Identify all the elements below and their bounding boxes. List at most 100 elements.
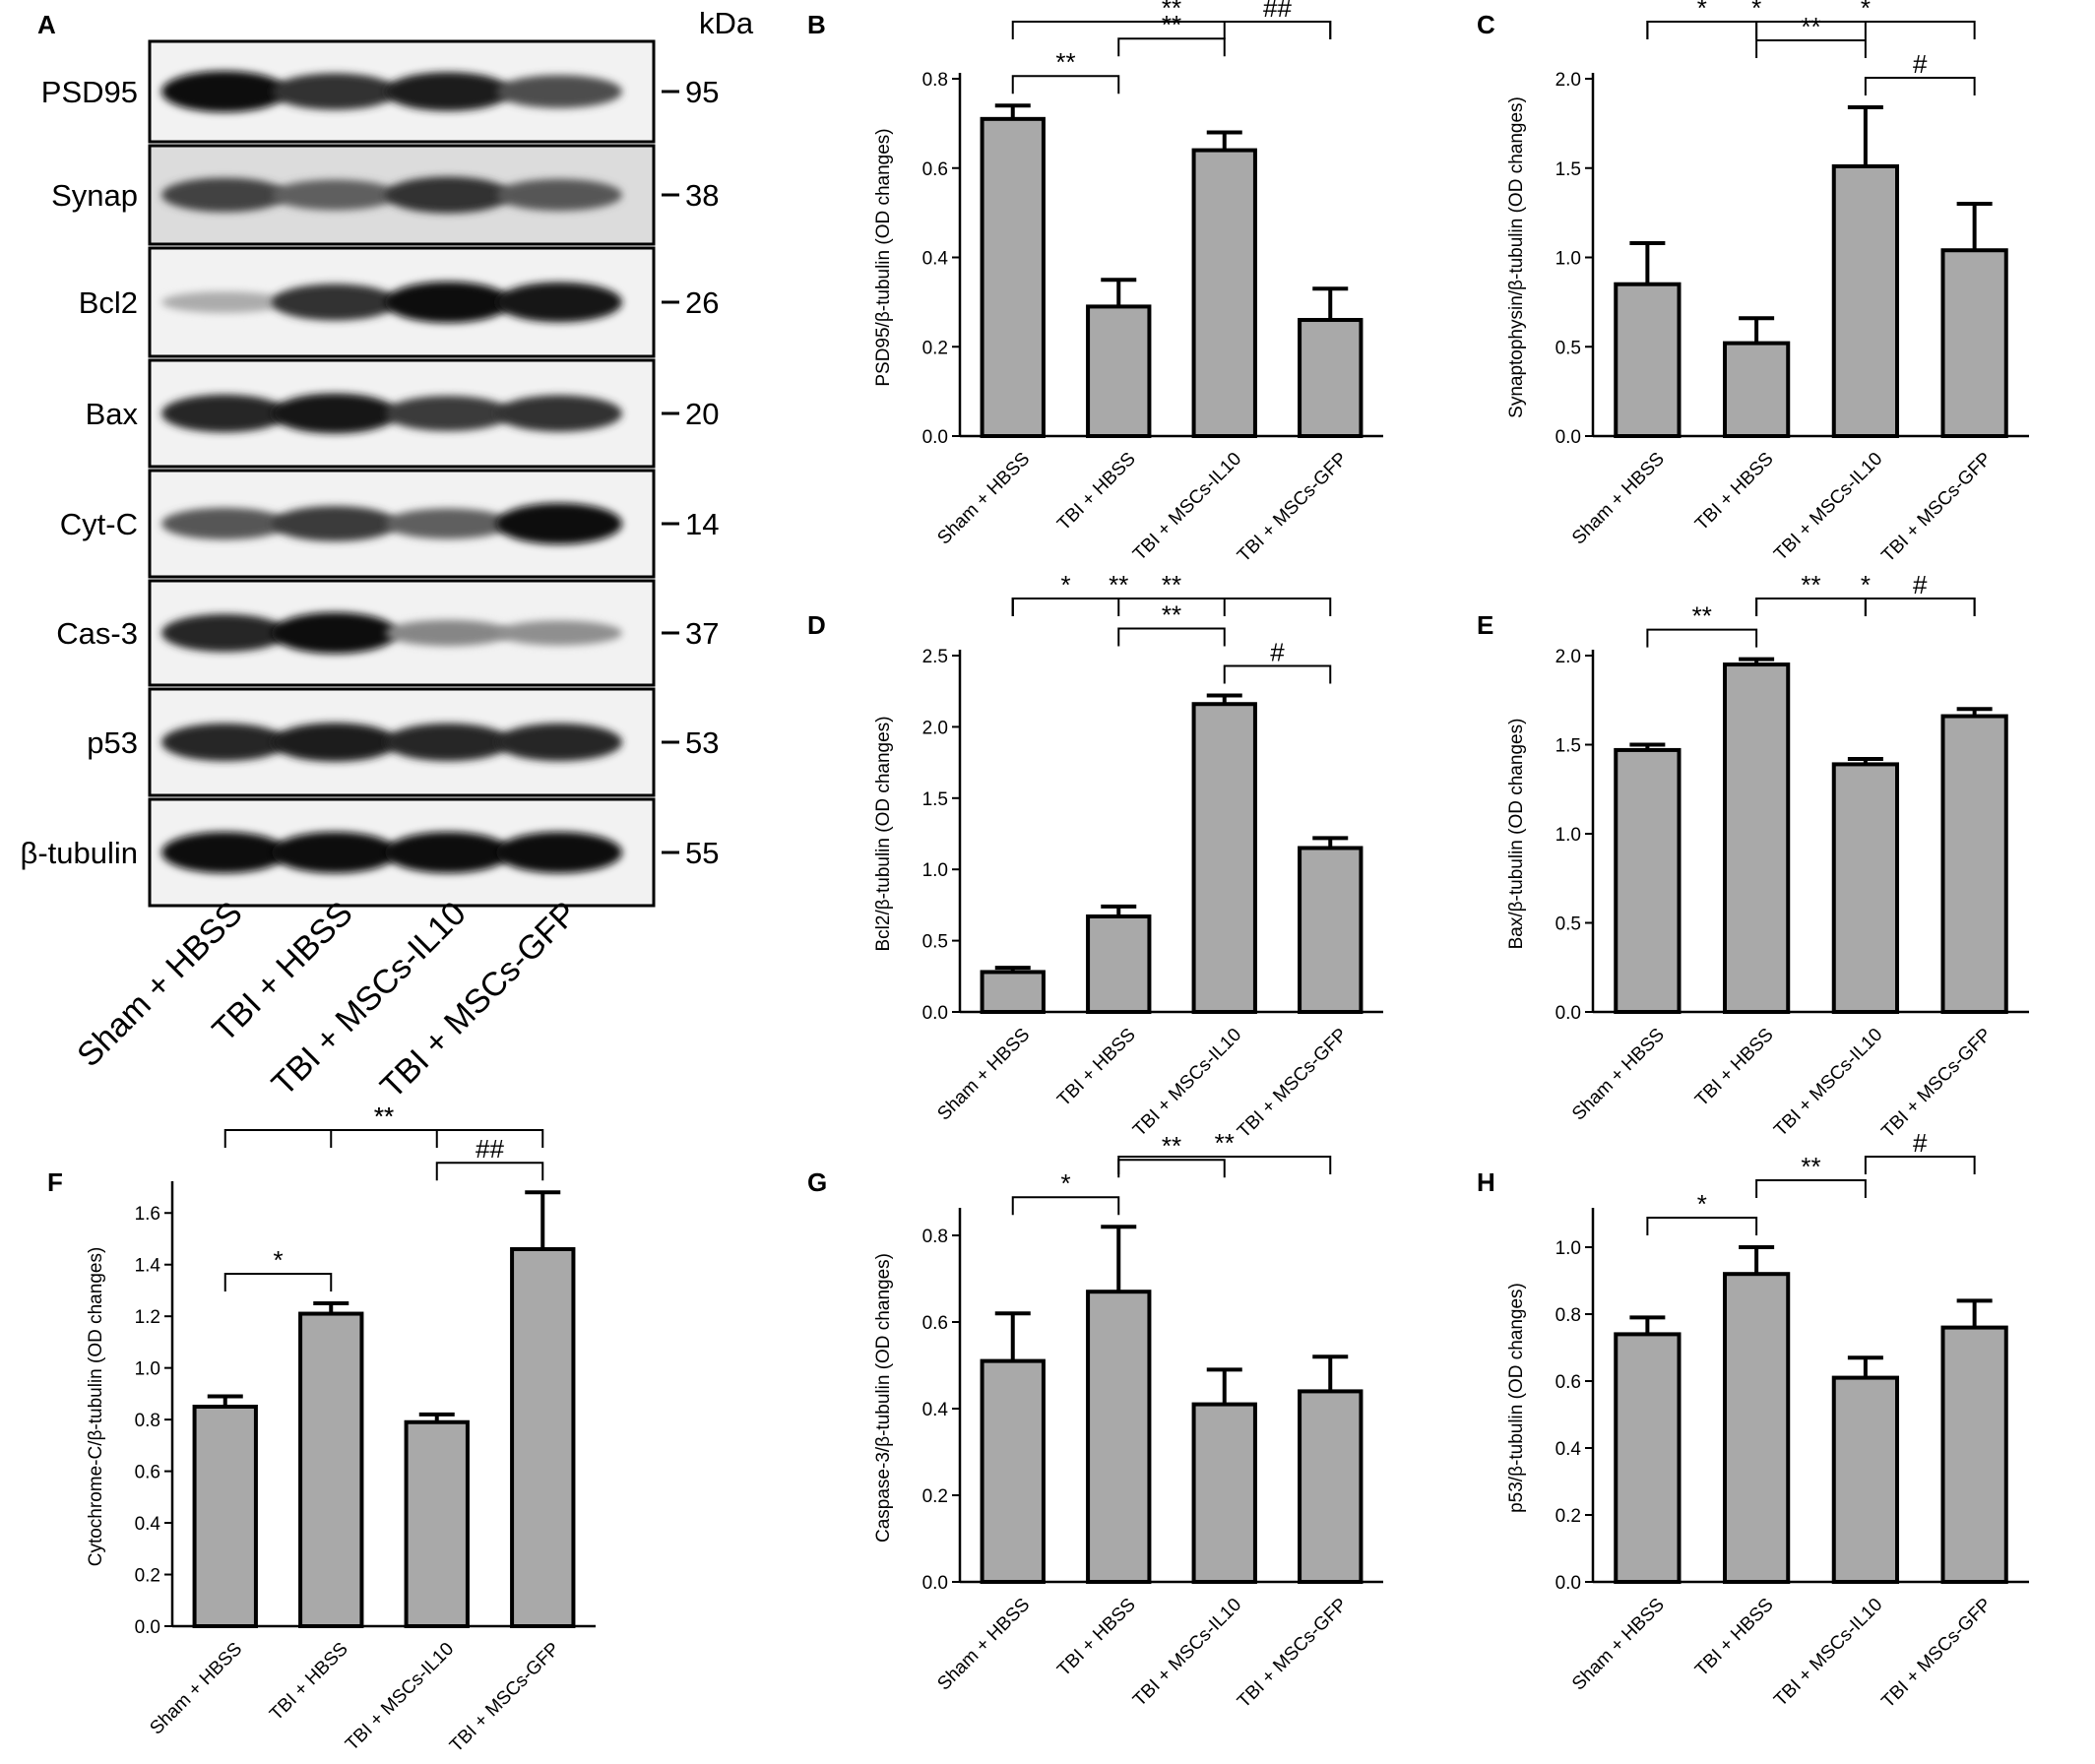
significance-marker: ** (1162, 600, 1181, 630)
y-tick-label: 1.0 (1555, 249, 1581, 270)
significance-marker: # (1270, 638, 1285, 667)
bar (1191, 1402, 1257, 1584)
x-category-label: TBI + HBSS (1691, 1595, 1778, 1681)
significance-bracket (1755, 39, 1867, 59)
kda-value: 20 (685, 397, 719, 431)
x-category-label: TBI + MSCs-GFP (1234, 1595, 1352, 1713)
bar (1831, 163, 1899, 438)
chart-panel-G: G 0.0 0.2 0.4 0.6 0.8 Caspase-3/β-tubulin (OD … (807, 1128, 1383, 1712)
significance-bracket (1864, 1156, 1976, 1174)
kda-value: 95 (685, 75, 719, 109)
bar (1940, 1325, 2008, 1584)
significance-bracket (1117, 627, 1226, 647)
bar (1298, 1389, 1364, 1585)
blot-band (385, 72, 511, 111)
kda-value: 26 (685, 285, 719, 320)
blot-band (161, 613, 287, 653)
x-category-label: TBI + HBSS (1691, 449, 1778, 536)
y-tick-label: 0.6 (135, 1463, 160, 1483)
panel-label-A: A (37, 10, 56, 39)
significance-marker: * (1751, 0, 1761, 23)
significance-bracket (1755, 598, 1976, 616)
y-tick-label: 2.0 (922, 718, 948, 738)
y-tick-label: 1.0 (135, 1359, 160, 1380)
blot-band (161, 71, 287, 112)
blot-band (272, 506, 398, 541)
blot-band (496, 75, 622, 108)
x-category-label: TBI + HBSS (1053, 1025, 1140, 1111)
blot-protein-label: Synap (51, 178, 138, 213)
blot-band (272, 612, 398, 654)
significance-marker: ** (374, 1102, 394, 1131)
x-category-label: Sham + HBSS (146, 1639, 246, 1739)
significance-marker: ** (374, 1102, 394, 1131)
kda-value: 14 (685, 507, 719, 541)
x-category-label: Sham + HBSS (1568, 449, 1669, 549)
bar (1940, 714, 2008, 1014)
blot-band (496, 503, 622, 544)
blot-band (161, 177, 287, 213)
y-tick-label: 0.2 (922, 338, 948, 358)
blot-protein-label: β-tubulin (20, 836, 138, 870)
significance-bracket (1646, 21, 1867, 39)
y-tick-label: 0.0 (922, 427, 948, 448)
blot-band (161, 291, 287, 313)
y-axis-title: Cytochrome-C/β-tubulin (OD changes) (86, 1247, 106, 1567)
y-tick-label: 0.5 (922, 932, 948, 953)
significance-marker: # (1913, 570, 1928, 599)
bar (192, 1405, 258, 1628)
blot-band (496, 620, 622, 646)
significance-bracket (1646, 628, 1758, 648)
bar (980, 970, 1046, 1014)
blot-band (385, 723, 511, 762)
x-category-label: TBI + MSCs-GFP (1877, 1595, 1996, 1713)
y-tick-label: 1.5 (1555, 736, 1581, 757)
panel-label-G: G (807, 1167, 827, 1197)
significance-marker: ## (1263, 0, 1292, 23)
y-tick-label: 0.6 (922, 159, 948, 180)
chart-panel-D: D 0.0 0.5 1.0 1.5 2.0 2.5 Bcl2/β-tubulin (OD ch… (807, 570, 1383, 1142)
y-tick-label: 0.0 (1555, 1573, 1581, 1594)
blot-band (385, 396, 511, 431)
x-category-label: TBI + MSCs-GFP (446, 1639, 564, 1757)
bar (1086, 914, 1152, 1015)
blot-band (496, 178, 622, 212)
x-category-label: TBI + HBSS (1053, 1595, 1140, 1681)
significance-bracket (1646, 21, 1758, 39)
x-category-label: Sham + HBSS (933, 1025, 1034, 1125)
y-tick-label: 0.8 (1555, 1305, 1581, 1326)
blot-band (496, 395, 622, 432)
x-category-label: TBI + MSCs-IL10 (342, 1639, 458, 1755)
significance-bracket (1011, 75, 1120, 94)
y-tick-label: 0.0 (922, 1573, 948, 1594)
significance-bracket (1117, 1156, 1332, 1174)
blot-band (272, 723, 398, 762)
x-category-label: Sham + HBSS (933, 449, 1034, 549)
blot-lane-label: Sham + HBSS (70, 895, 250, 1075)
significance-bracket (1223, 21, 1332, 39)
significance-bracket (223, 1129, 544, 1148)
significance-marker: ** (1162, 1131, 1181, 1161)
significance-marker: ** (1801, 570, 1820, 599)
kda-header: kDa (699, 6, 754, 40)
significance-marker: # (1913, 49, 1928, 79)
y-tick-label: 0.0 (135, 1617, 160, 1638)
bar (1940, 248, 2008, 438)
blot-band (272, 832, 398, 873)
x-category-label: TBI + MSCs-IL10 (1770, 1595, 1886, 1711)
significance-bracket (1011, 21, 1332, 39)
significance-bracket (1864, 77, 1976, 96)
blot-band (496, 723, 622, 762)
y-tick-label: 1.4 (135, 1256, 161, 1277)
significance-marker: ** (1215, 1128, 1235, 1158)
panel-label-H: H (1477, 1167, 1495, 1197)
y-tick-label: 0.8 (922, 1227, 948, 1247)
x-category-label: TBI + HBSS (266, 1639, 352, 1726)
y-axis-title: Bcl2/β-tubulin (OD changes) (873, 716, 894, 951)
blot-lane-label: TBI + MSCs-GFP (373, 895, 585, 1106)
bar (980, 1358, 1046, 1584)
y-tick-label: 0.4 (135, 1514, 161, 1535)
bar (1723, 1272, 1791, 1584)
kda-value: 38 (685, 178, 719, 213)
